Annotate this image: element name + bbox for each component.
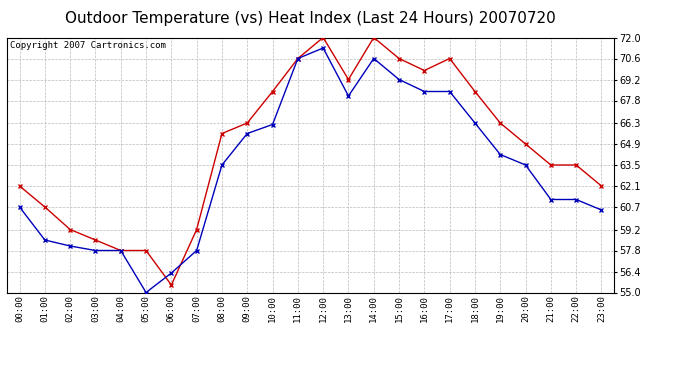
Text: Outdoor Temperature (vs) Heat Index (Last 24 Hours) 20070720: Outdoor Temperature (vs) Heat Index (Las… bbox=[65, 11, 556, 26]
Text: Copyright 2007 Cartronics.com: Copyright 2007 Cartronics.com bbox=[10, 41, 166, 50]
